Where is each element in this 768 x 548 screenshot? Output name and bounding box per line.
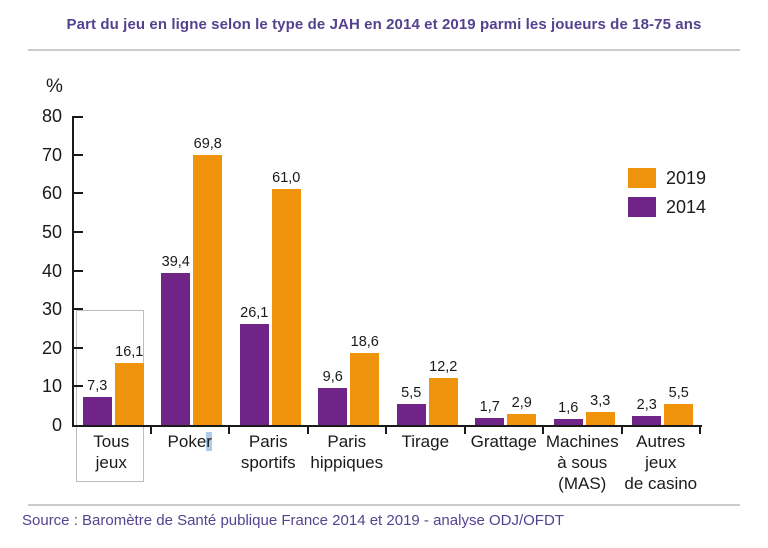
- bar-value-2019-0: 16,1: [115, 343, 144, 360]
- y-tick-label-70: 70: [41, 144, 62, 165]
- bar-value-2019-6: 3,3: [590, 393, 611, 410]
- category-label-5: Grattage: [470, 432, 537, 451]
- y-tick-label-0: 0: [51, 415, 62, 435]
- top-divider: [28, 49, 740, 51]
- y-axis-unit-label: %: [46, 76, 63, 97]
- bar-value-2019-1: 69,8: [193, 136, 222, 153]
- x-tick-mark-1: [149, 427, 152, 434]
- bar-group-3: 9,6 18,6: [310, 116, 389, 425]
- x-tick-mark-6: [542, 427, 544, 434]
- y-tick-label-30: 30: [41, 299, 62, 320]
- y-tick-mark-60: [74, 192, 83, 195]
- bar-value-2019-3: 18,6: [350, 334, 379, 351]
- bar-2014-4: 5,5: [396, 385, 426, 425]
- bar-group-2: 26,1 61,0: [231, 116, 310, 425]
- bar-2014-3: 9,6: [318, 369, 348, 425]
- bottom-divider: [28, 504, 740, 506]
- bar-2019-5: 2,9: [507, 395, 537, 425]
- legend-swatch-2019: [628, 168, 656, 188]
- bar-value-2019-2: 61,0: [272, 170, 301, 187]
- y-tick-mark-50: [74, 230, 83, 233]
- bar-group-0: 7,3 16,1: [74, 116, 153, 425]
- bar-value-2014-4: 5,5: [401, 384, 422, 401]
- y-tick-label-50: 50: [41, 221, 62, 242]
- x-tick-mark-3: [306, 427, 309, 434]
- text-selection-artifact: r: [206, 432, 212, 451]
- x-tick-mark-4: [385, 427, 387, 434]
- bar-2019-4: 12,2: [428, 359, 458, 425]
- y-tick-mark-70: [74, 153, 83, 156]
- bar-value-2014-6: 1,6: [558, 399, 579, 416]
- y-tick-label-10: 10: [41, 376, 62, 397]
- category-label-6: Machines à sous (MAS): [545, 432, 619, 493]
- chart-legend: 2019 2014: [628, 168, 706, 226]
- bar-group-1: 39,4 69,8: [153, 116, 232, 425]
- bar-2019-0: 16,1: [114, 344, 144, 425]
- bar-2014-5: 1,7: [475, 399, 505, 425]
- y-tick-label-60: 60: [41, 183, 62, 204]
- plot-area: 7,3 16,1 39,4 69,8 26,1 61,0 9,6 18,6 5,5 12,2 1,7…: [72, 116, 702, 427]
- legend-label-2014: 2014: [666, 196, 707, 217]
- y-tick-label-20: 20: [41, 337, 62, 358]
- category-label-2: Paris sportifs: [240, 432, 296, 472]
- legend-label-2019: 2019: [666, 167, 707, 188]
- bar-value-2014-2: 26,1: [240, 305, 269, 322]
- category-label-4: Tirage: [401, 432, 450, 451]
- bar-value-2014-0: 7,3: [87, 377, 108, 394]
- bar-2019-3: 18,6: [350, 334, 380, 425]
- bar-2019-1: 69,8: [193, 136, 223, 425]
- y-tick-label-80: 80: [41, 106, 62, 126]
- bar-2014-7: 2,3: [632, 397, 662, 425]
- x-axis-category-labels: Tous jeux Poker Paris sportifs Paris hippiques…: [72, 431, 700, 494]
- bar-2014-2: 26,1: [239, 305, 269, 425]
- y-tick-mark-80: [74, 116, 83, 118]
- legend-swatch-2014: [628, 197, 656, 217]
- bar-2014-1: 39,4: [161, 254, 191, 425]
- bar-value-2014-7: 2,3: [636, 397, 657, 414]
- bar-value-2019-5: 2,9: [511, 394, 532, 411]
- y-tick-mark-30: [74, 308, 83, 311]
- y-tick-mark-40: [74, 269, 83, 272]
- category-label-1: Poker: [167, 432, 212, 451]
- x-tick-mark-7: [620, 427, 623, 434]
- x-tick-mark-2: [228, 427, 230, 434]
- chart-title: Part du jeu en ligne selon le type de JA…: [66, 16, 702, 33]
- x-tick-mark-5: [463, 427, 466, 434]
- bar-group-5: 1,7 2,9: [467, 116, 546, 425]
- bar-value-2014-3: 9,6: [322, 368, 343, 385]
- y-tick-mark-10: [74, 385, 83, 388]
- bar-group-7: 2,3 5,5: [624, 116, 703, 425]
- legend-item-2019: 2019: [628, 168, 706, 188]
- bar-2019-7: 5,5: [664, 385, 694, 425]
- category-label-3: Paris hippiques: [310, 432, 384, 472]
- bar-group-6: 1,6 3,3: [545, 116, 624, 425]
- bar-2019-2: 61,0: [271, 170, 301, 425]
- source-caption: Source : Baromètre de Santé publique Fra…: [22, 512, 564, 529]
- bar-value-2019-7: 5,5: [668, 384, 689, 401]
- category-label-7: Autres jeux de casino: [624, 432, 698, 493]
- y-tick-label-40: 40: [41, 260, 62, 281]
- bar-value-2019-4: 12,2: [429, 358, 458, 375]
- y-tick-mark-20: [74, 346, 83, 349]
- bar-2014-6: 1,6: [553, 400, 583, 425]
- bar-group-4: 5,5 12,2: [388, 116, 467, 425]
- bar-2014-0: 7,3: [82, 378, 112, 425]
- bar-value-2014-1: 39,4: [161, 253, 190, 270]
- x-tick-mark-8: [699, 427, 701, 434]
- legend-item-2014: 2014: [628, 197, 706, 217]
- bar-value-2014-5: 1,7: [479, 399, 500, 416]
- bar-2019-6: 3,3: [585, 393, 615, 425]
- category-label-0: Tous jeux: [93, 432, 130, 472]
